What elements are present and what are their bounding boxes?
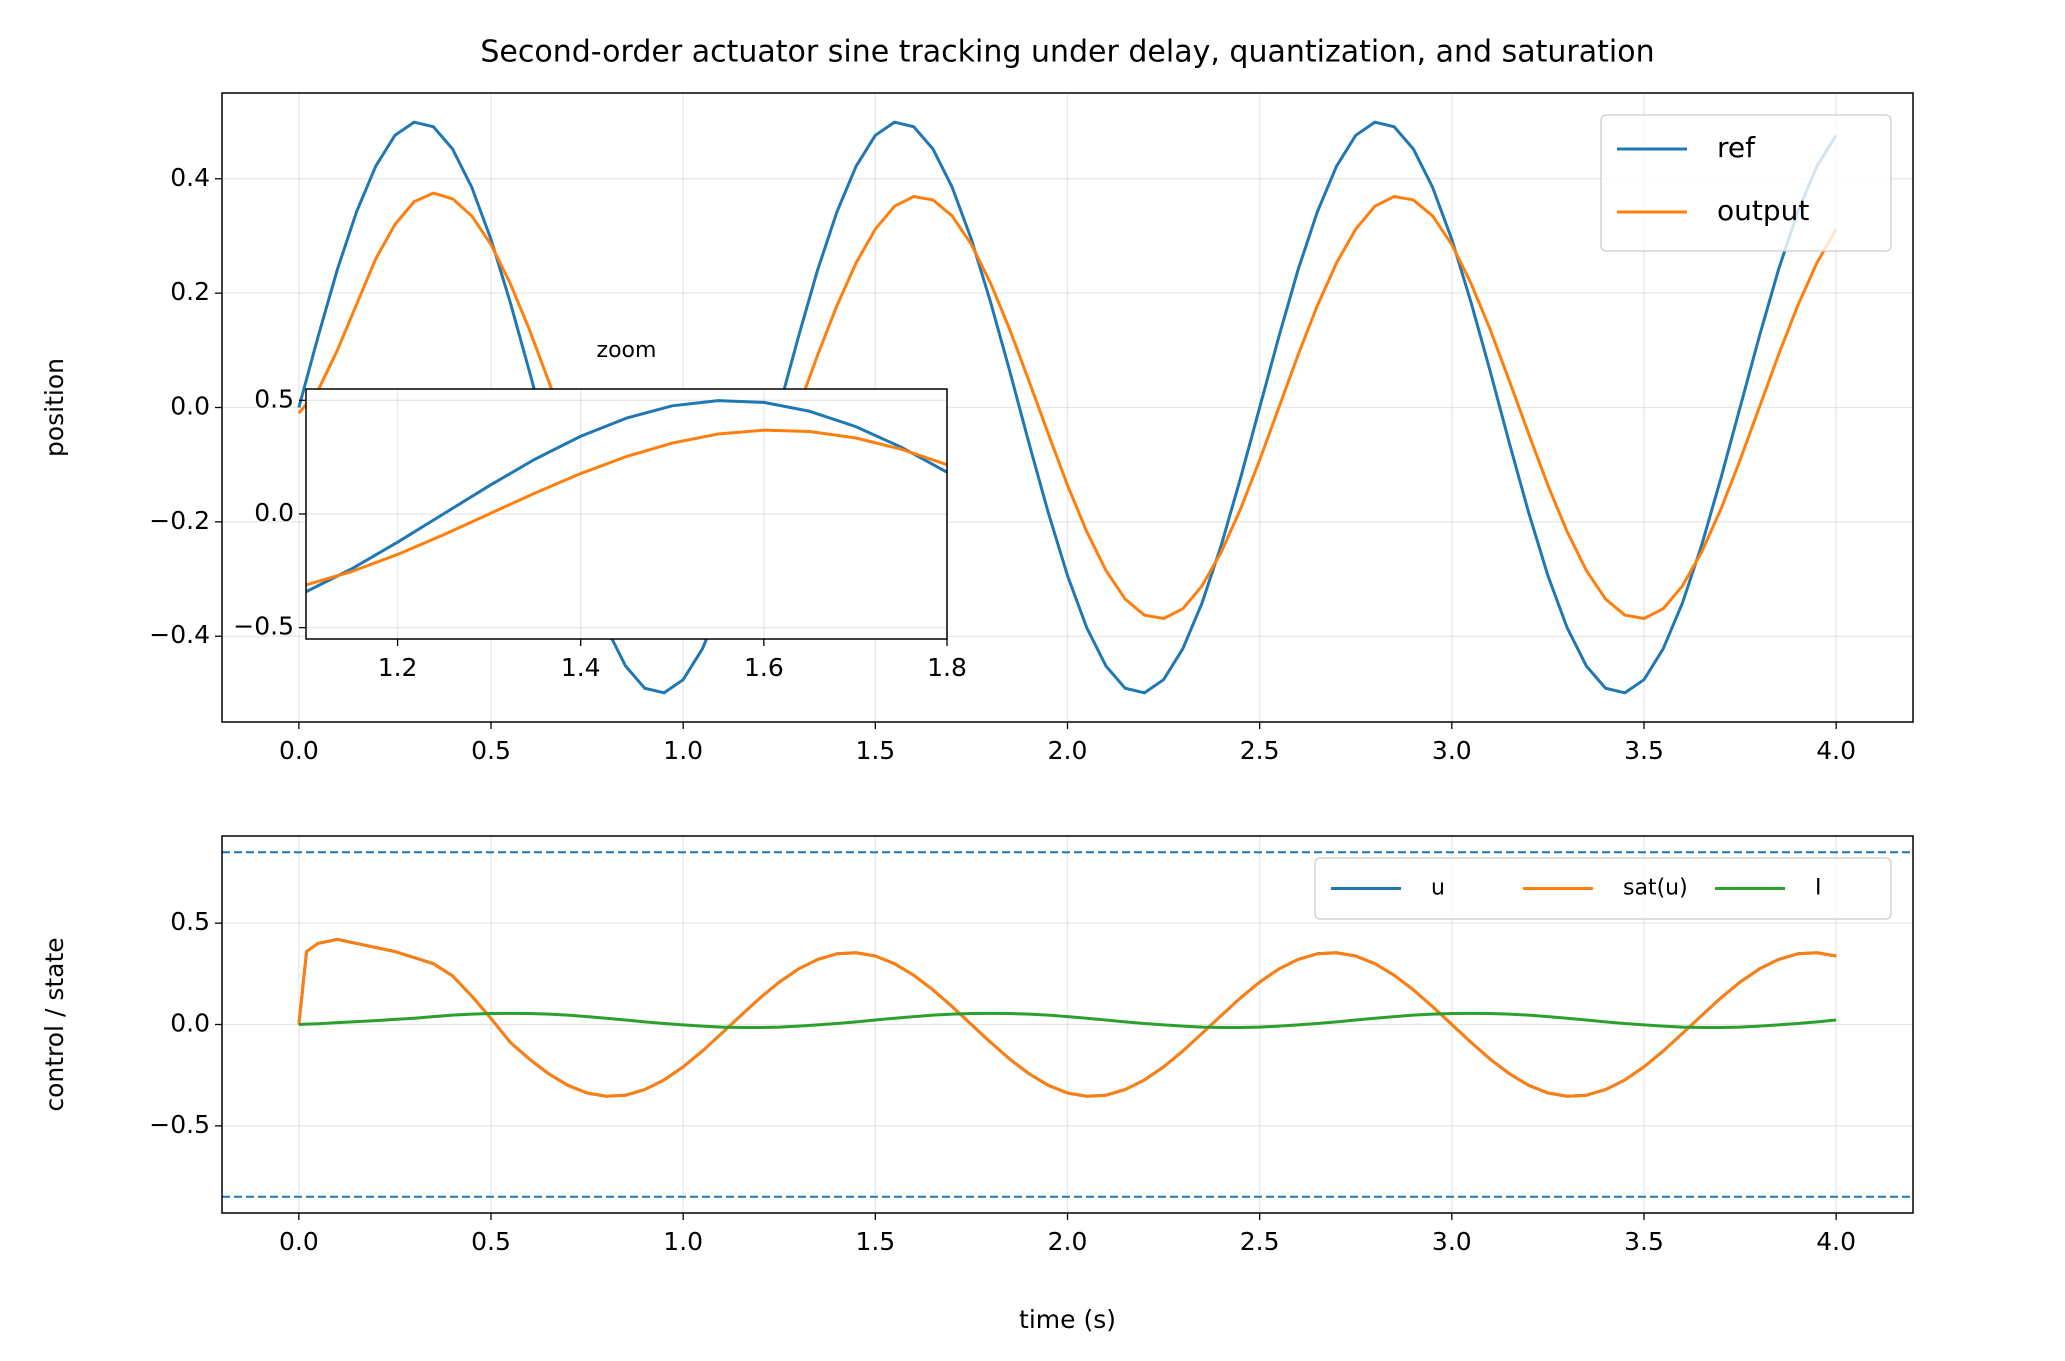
y-tick-label: 0.0: [254, 498, 294, 527]
series-line: [305, 428, 948, 587]
x-tick-label: 1.8: [927, 653, 967, 682]
y-tick-label: 0.2: [170, 277, 210, 306]
inset-background: [306, 389, 947, 639]
x-tick-label: 0.0: [279, 736, 319, 765]
x-tick-label: 4.0: [1816, 736, 1856, 765]
legend-label: I: [1815, 876, 1822, 901]
x-tick-label: 2.0: [1048, 1227, 1088, 1256]
y-axis-label: control / state: [40, 937, 69, 1111]
y-tick-label: −0.5: [149, 1110, 210, 1139]
x-tick-label: 2.5: [1240, 1227, 1280, 1256]
y-tick-label: −0.4: [149, 620, 210, 649]
x-tick-label: 2.5: [1240, 736, 1280, 765]
x-axis-label: time (s): [1019, 1305, 1116, 1334]
axes-frame: [305, 388, 948, 640]
y-tick-label: −0.5: [233, 612, 294, 641]
x-tick-label: 1.6: [744, 653, 784, 682]
x-tick-label: 2.0: [1048, 736, 1088, 765]
y-axis-label: position: [40, 358, 69, 457]
chart-title: zoom: [597, 338, 657, 363]
y-tick-label: 0.5: [170, 907, 210, 936]
legend-label: sat(u): [1623, 876, 1688, 901]
x-tick-label: 1.0: [663, 736, 703, 765]
y-tick-label: −0.2: [149, 506, 210, 535]
legend-label: output: [1717, 194, 1809, 227]
axes-frame: [221, 835, 1914, 1214]
legend-label: u: [1431, 876, 1445, 901]
x-tick-label: 0.5: [471, 1227, 511, 1256]
x-tick-label: 3.5: [1624, 736, 1664, 765]
x-tick-label: 0.5: [471, 736, 511, 765]
y-tick-label: 0.0: [170, 1009, 210, 1038]
y-tick-label: 0.0: [170, 392, 210, 421]
x-tick-label: 1.5: [855, 1227, 895, 1256]
x-tick-label: 3.5: [1624, 1227, 1664, 1256]
y-tick-label: 0.4: [170, 163, 210, 192]
x-tick-label: 4.0: [1816, 1227, 1856, 1256]
legend-label: ref: [1717, 131, 1756, 164]
x-tick-label: 1.2: [378, 653, 418, 682]
x-tick-label: 3.0: [1432, 1227, 1472, 1256]
series-line: [298, 1011, 1837, 1030]
axes-frame: [221, 92, 1914, 723]
chart-title: Second-order actuator sine tracking unde…: [480, 35, 1654, 70]
series-line: [305, 399, 948, 594]
y-tick-label: 0.5: [254, 384, 294, 413]
x-tick-label: 1.5: [855, 736, 895, 765]
legend-box: [1314, 857, 1892, 920]
x-tick-label: 1.0: [663, 1227, 703, 1256]
x-tick-label: 0.0: [279, 1227, 319, 1256]
x-tick-label: 1.4: [561, 653, 601, 682]
x-tick-label: 3.0: [1432, 736, 1472, 765]
series-line: [297, 937, 1837, 1098]
